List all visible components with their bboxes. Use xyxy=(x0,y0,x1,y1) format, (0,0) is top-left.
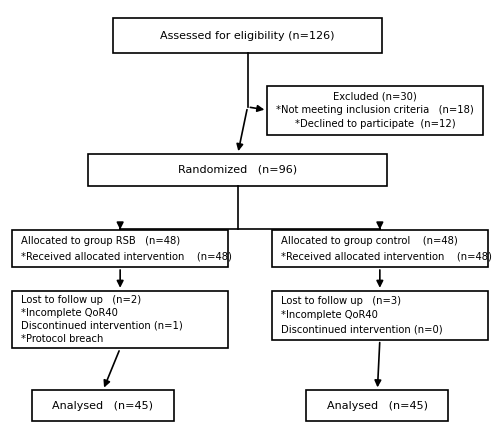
Text: *Incomplete QoR40: *Incomplete QoR40 xyxy=(281,310,378,320)
Text: Randomized   (n=96): Randomized (n=96) xyxy=(178,165,298,175)
FancyBboxPatch shape xyxy=(12,229,228,267)
FancyBboxPatch shape xyxy=(267,85,483,135)
Text: *Protocol breach: *Protocol breach xyxy=(21,334,103,344)
Text: Discontinued intervention (n=1): Discontinued intervention (n=1) xyxy=(21,321,183,331)
FancyBboxPatch shape xyxy=(88,154,387,186)
Text: Discontinued intervention (n=0): Discontinued intervention (n=0) xyxy=(281,324,442,334)
Text: Analysed   (n=45): Analysed (n=45) xyxy=(52,401,154,411)
Text: *Not meeting inclusion criteria   (n=18): *Not meeting inclusion criteria (n=18) xyxy=(276,105,474,115)
Text: Assessed for eligibility (n=126): Assessed for eligibility (n=126) xyxy=(160,31,335,41)
Text: Allocated to group RSB   (n=48): Allocated to group RSB (n=48) xyxy=(21,235,180,245)
Text: *Received allocated intervention    (n=48): *Received allocated intervention (n=48) xyxy=(281,251,492,261)
FancyBboxPatch shape xyxy=(306,390,448,421)
Text: Excluded (n=30): Excluded (n=30) xyxy=(333,91,417,101)
FancyBboxPatch shape xyxy=(272,291,488,340)
Text: *Incomplete QoR40: *Incomplete QoR40 xyxy=(21,308,118,318)
Text: *Declined to participate  (n=12): *Declined to participate (n=12) xyxy=(294,119,456,129)
Text: Lost to follow up   (n=3): Lost to follow up (n=3) xyxy=(281,296,401,306)
Text: Lost to follow up   (n=2): Lost to follow up (n=2) xyxy=(21,296,142,305)
FancyBboxPatch shape xyxy=(113,18,382,54)
Text: Analysed   (n=45): Analysed (n=45) xyxy=(327,401,428,411)
Text: *Received allocated intervention    (n=48): *Received allocated intervention (n=48) xyxy=(21,251,232,261)
FancyBboxPatch shape xyxy=(12,291,228,348)
Text: Allocated to group control    (n=48): Allocated to group control (n=48) xyxy=(281,235,458,245)
FancyBboxPatch shape xyxy=(272,229,488,267)
FancyBboxPatch shape xyxy=(32,390,174,421)
